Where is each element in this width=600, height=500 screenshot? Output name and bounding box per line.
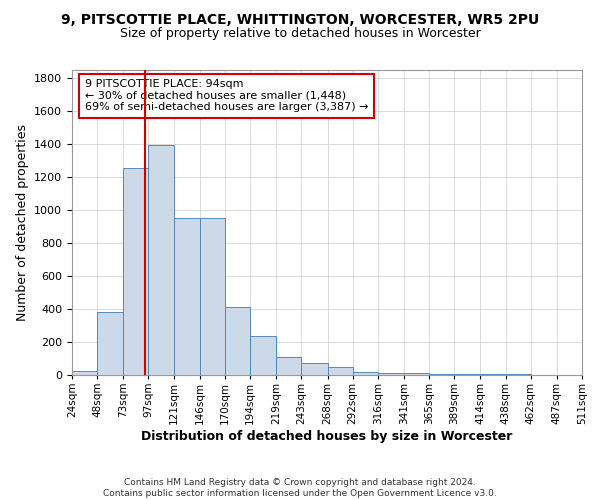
Bar (250, 336, 276, 375)
Bar (301, 364, 328, 375)
Bar (481, 374, 506, 375)
Text: 9, PITSCOTTIE PLACE, WHITTINGTON, WORCESTER, WR5 2PU: 9, PITSCOTTIE PLACE, WHITTINGTON, WORCES… (61, 12, 539, 26)
Bar (328, 367, 353, 375)
Bar (225, 306, 250, 375)
Text: Contains HM Land Registry data © Crown copyright and database right 2024.
Contai: Contains HM Land Registry data © Crown c… (103, 478, 497, 498)
Y-axis label: Number of detached properties: Number of detached properties (16, 124, 29, 321)
Bar (200, 218, 225, 375)
Bar (429, 374, 454, 375)
Bar (124, 168, 148, 375)
Bar (378, 372, 404, 375)
Bar (276, 357, 301, 375)
Bar (173, 218, 200, 375)
Bar (454, 374, 481, 375)
Bar (97, 312, 124, 375)
Bar (148, 145, 173, 375)
Text: 9 PITSCOTTIE PLACE: 94sqm
← 30% of detached houses are smaller (1,448)
69% of se: 9 PITSCOTTIE PLACE: 94sqm ← 30% of detac… (85, 79, 368, 112)
Bar (353, 372, 378, 375)
Text: Size of property relative to detached houses in Worcester: Size of property relative to detached ho… (119, 28, 481, 40)
Bar (72, 371, 97, 375)
Bar (506, 374, 530, 375)
Bar (404, 374, 429, 375)
X-axis label: Distribution of detached houses by size in Worcester: Distribution of detached houses by size … (142, 430, 512, 442)
